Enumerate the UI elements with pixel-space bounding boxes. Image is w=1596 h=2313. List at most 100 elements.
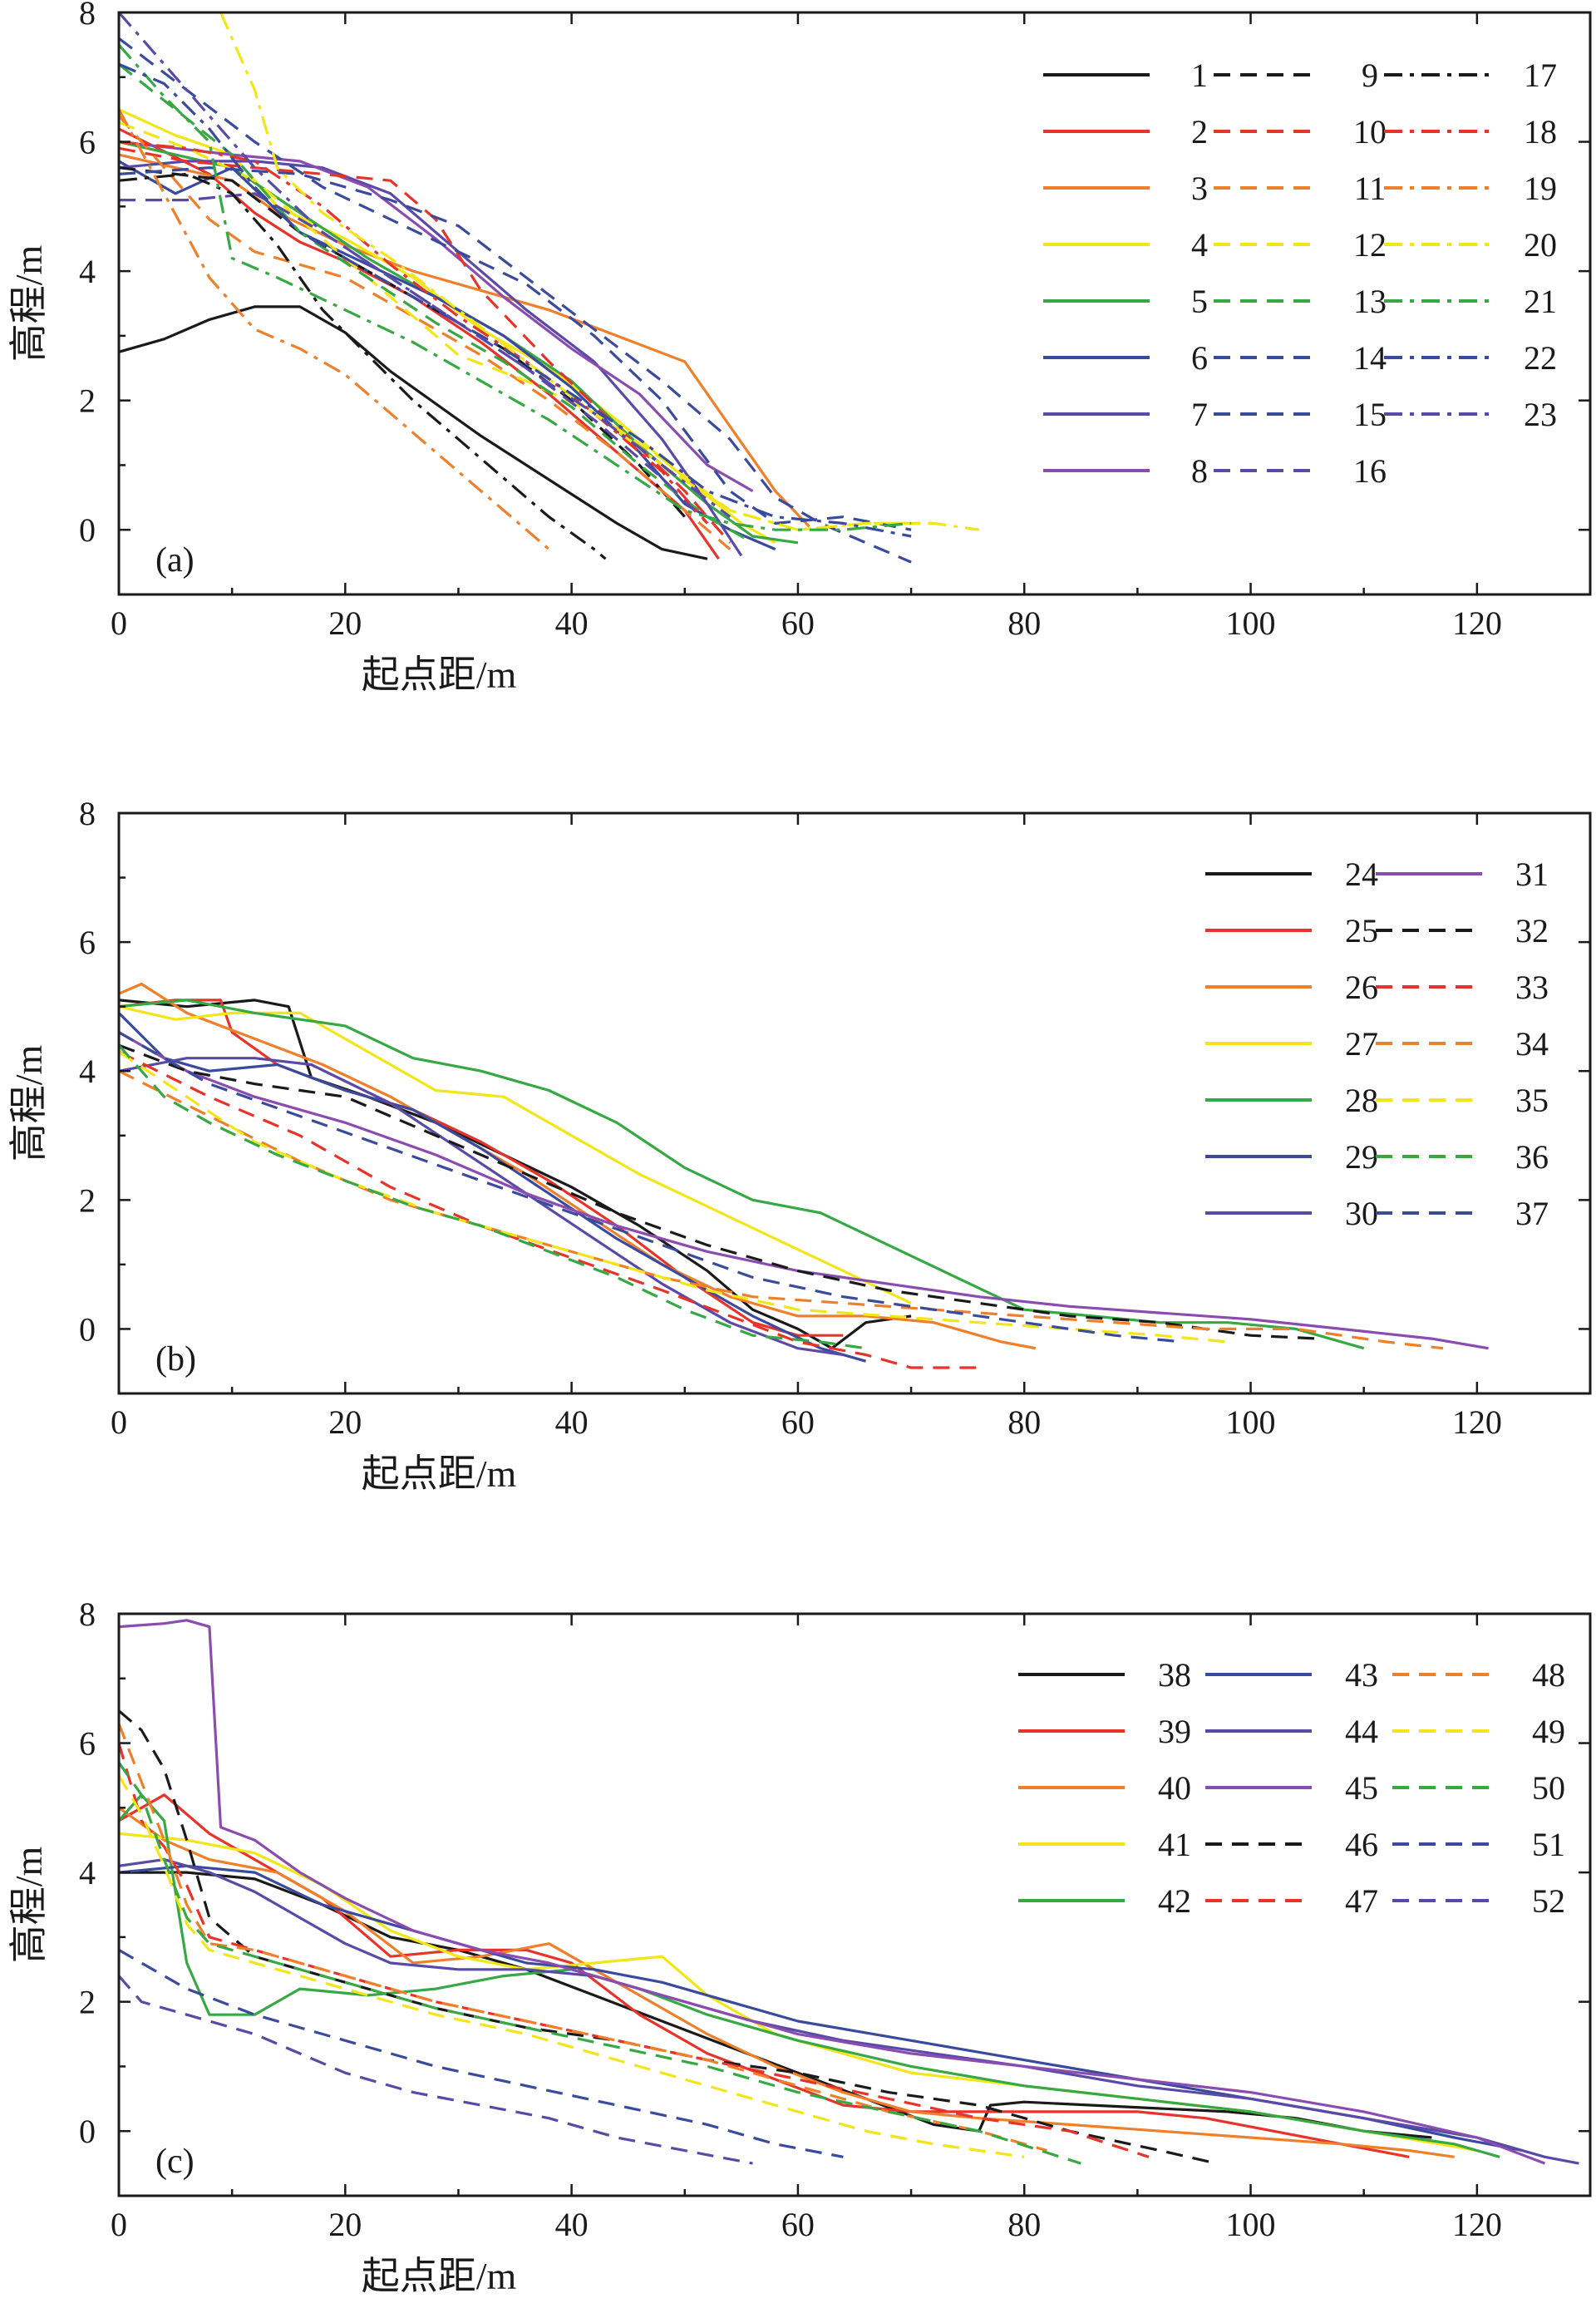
x-tick-label: 120	[1452, 2206, 1502, 2243]
legend-label-42: 42	[1158, 1882, 1191, 1920]
x-axis-label: 起点距/m	[362, 2255, 517, 2297]
legend-label-45: 45	[1345, 1769, 1378, 1807]
series-line-50	[119, 1761, 1081, 2165]
y-tick-label: 4	[79, 253, 96, 290]
legend-label-7: 7	[1191, 396, 1208, 433]
legend-label-23: 23	[1524, 396, 1557, 433]
series-line-36	[119, 1044, 866, 1350]
legend-label-22: 22	[1524, 339, 1557, 377]
y-tick-label: 2	[79, 382, 96, 420]
series-line-15	[119, 166, 912, 564]
legend-label-28: 28	[1345, 1082, 1378, 1119]
series-line-24	[119, 999, 912, 1350]
legend-label-4: 4	[1191, 226, 1208, 264]
legend-label-15: 15	[1353, 396, 1387, 433]
panel-a: 0 20 40 60 80 100 12002468起点距/m高程/m(a)12345678…	[7, 0, 1592, 696]
series-line-19	[119, 108, 550, 550]
x-tick-label: 80	[1007, 1403, 1041, 1441]
panel-c: 0 20 40 60 80 100 12002468起点距/m高程/m(c)38394041…	[7, 1595, 1592, 2297]
series-line-27	[119, 1005, 912, 1304]
legend-label-30: 30	[1345, 1195, 1378, 1232]
plot-frame	[117, 11, 1592, 596]
legend-label-52: 52	[1532, 1882, 1565, 1920]
legend-label-48: 48	[1532, 1656, 1565, 1694]
series-line-28	[119, 999, 1365, 1350]
legend-label-49: 49	[1532, 1713, 1565, 1750]
series-line-18	[119, 141, 709, 525]
legend-label-37: 37	[1515, 1195, 1549, 1232]
legend-label-21: 21	[1524, 283, 1557, 320]
x-tick-label: 60	[781, 1403, 815, 1441]
x-tick-label: 40	[555, 604, 589, 642]
x-tick-label: 0	[111, 1403, 127, 1441]
series-line-12	[119, 121, 923, 531]
legend-label-35: 35	[1515, 1082, 1549, 1119]
y-tick-label: 4	[79, 1854, 96, 1891]
x-tick-label: 20	[328, 2206, 362, 2243]
legend-label-38: 38	[1158, 1656, 1191, 1694]
series-group	[119, 12, 980, 564]
series-line-32	[119, 1043, 1319, 1340]
series-line-10	[119, 146, 732, 544]
legend-label-20: 20	[1524, 226, 1557, 264]
y-tick-label: 0	[79, 511, 96, 549]
legend-label-3: 3	[1191, 170, 1208, 207]
plot-frame	[117, 811, 1592, 1395]
legend-label-31: 31	[1515, 856, 1549, 893]
legend-label-14: 14	[1353, 339, 1387, 377]
legend-label-46: 46	[1345, 1826, 1378, 1863]
y-axis-label: 高程/m	[7, 245, 50, 362]
legend-label-41: 41	[1158, 1826, 1191, 1863]
x-tick-label: 100	[1226, 2206, 1276, 2243]
panel-label: (c)	[155, 2143, 195, 2181]
legend-label-19: 19	[1524, 170, 1557, 207]
legend-label-47: 47	[1345, 1882, 1378, 1920]
legend-label-50: 50	[1532, 1769, 1565, 1807]
legend: 38 39 40 41 42 43 44 45 46 47 48 49 50 51 52	[1018, 1656, 1565, 1920]
x-tick-label: 60	[781, 2206, 815, 2243]
series-line-26	[119, 982, 1037, 1350]
legend-label-43: 43	[1345, 1656, 1378, 1694]
x-tick-label: 40	[555, 1403, 589, 1441]
series-line-1	[119, 305, 708, 560]
legend-label-13: 13	[1353, 283, 1387, 320]
x-tick-label: 60	[781, 604, 815, 642]
series-line-33	[119, 1050, 979, 1369]
series-line-8	[119, 141, 754, 492]
panel-label: (b)	[155, 1340, 196, 1378]
plot-frame	[117, 1612, 1592, 2197]
legend: 24 25 26 27 28 29 30 31 32 33 34 35 36 37	[1205, 856, 1549, 1232]
legend-label-10: 10	[1353, 113, 1387, 150]
series-line-25	[119, 999, 844, 1337]
series-line-37	[119, 1031, 1183, 1344]
legend-label-36: 36	[1515, 1138, 1549, 1176]
legend-label-26: 26	[1345, 969, 1378, 1006]
series-line-40	[119, 1806, 1455, 2158]
legend-label-11: 11	[1354, 170, 1387, 207]
legend-label-1: 1	[1191, 57, 1208, 94]
x-tick-label: 0	[111, 2206, 127, 2243]
y-tick-label: 6	[79, 1725, 96, 1763]
series-line-14	[119, 37, 912, 531]
y-tick-label: 0	[79, 2113, 96, 2150]
series-line-45	[119, 1619, 1546, 2165]
legend-label-2: 2	[1191, 113, 1208, 150]
x-tick-label: 100	[1226, 1403, 1276, 1441]
legend-label-12: 12	[1353, 226, 1387, 264]
x-tick-label: 80	[1007, 2206, 1041, 2243]
legend-label-17: 17	[1524, 57, 1557, 94]
series-line-47	[119, 1743, 1150, 2158]
series-line-13	[119, 62, 754, 545]
legend-label-16: 16	[1353, 452, 1387, 490]
x-axis-label: 起点距/m	[362, 653, 517, 696]
legend-label-25: 25	[1345, 912, 1378, 949]
y-tick-label: 8	[79, 795, 96, 832]
series-line-46	[119, 1709, 1218, 2165]
series-line-9	[119, 166, 687, 518]
panel-b: 0 20 40 60 80 100 12002468起点距/m高程/m(b)24252627…	[7, 795, 1592, 1495]
series-line-11	[119, 115, 732, 550]
series-line-51	[119, 1949, 844, 2158]
series-line-16	[119, 192, 709, 525]
